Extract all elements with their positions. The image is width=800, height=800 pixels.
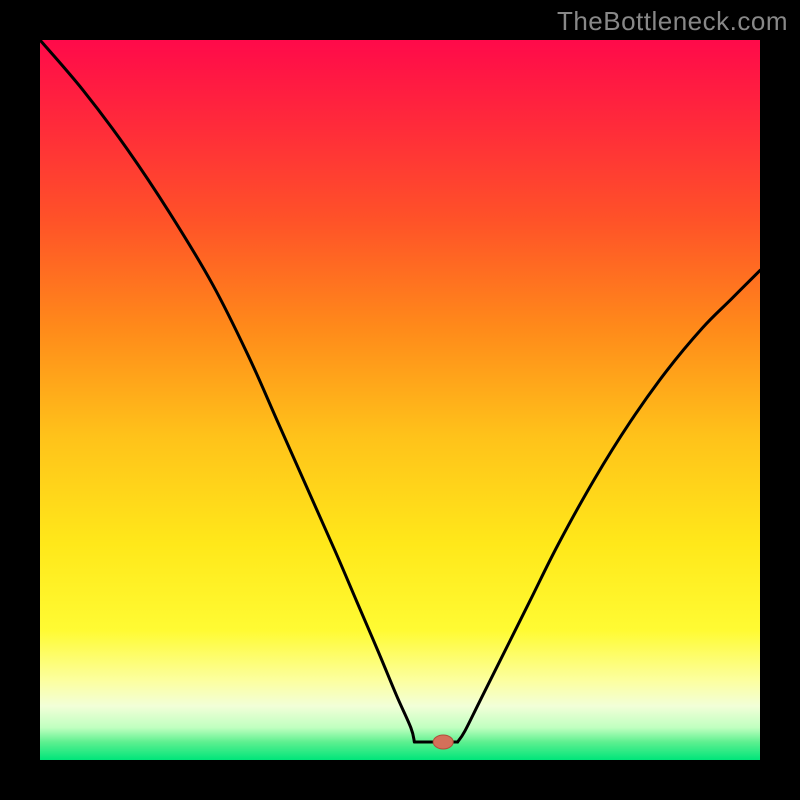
bottleneck-chart: TheBottleneck.com bbox=[0, 0, 800, 800]
plot-background bbox=[40, 40, 760, 760]
optimum-marker bbox=[433, 735, 453, 749]
attribution-label: TheBottleneck.com bbox=[557, 6, 788, 37]
chart-canvas bbox=[0, 0, 800, 800]
